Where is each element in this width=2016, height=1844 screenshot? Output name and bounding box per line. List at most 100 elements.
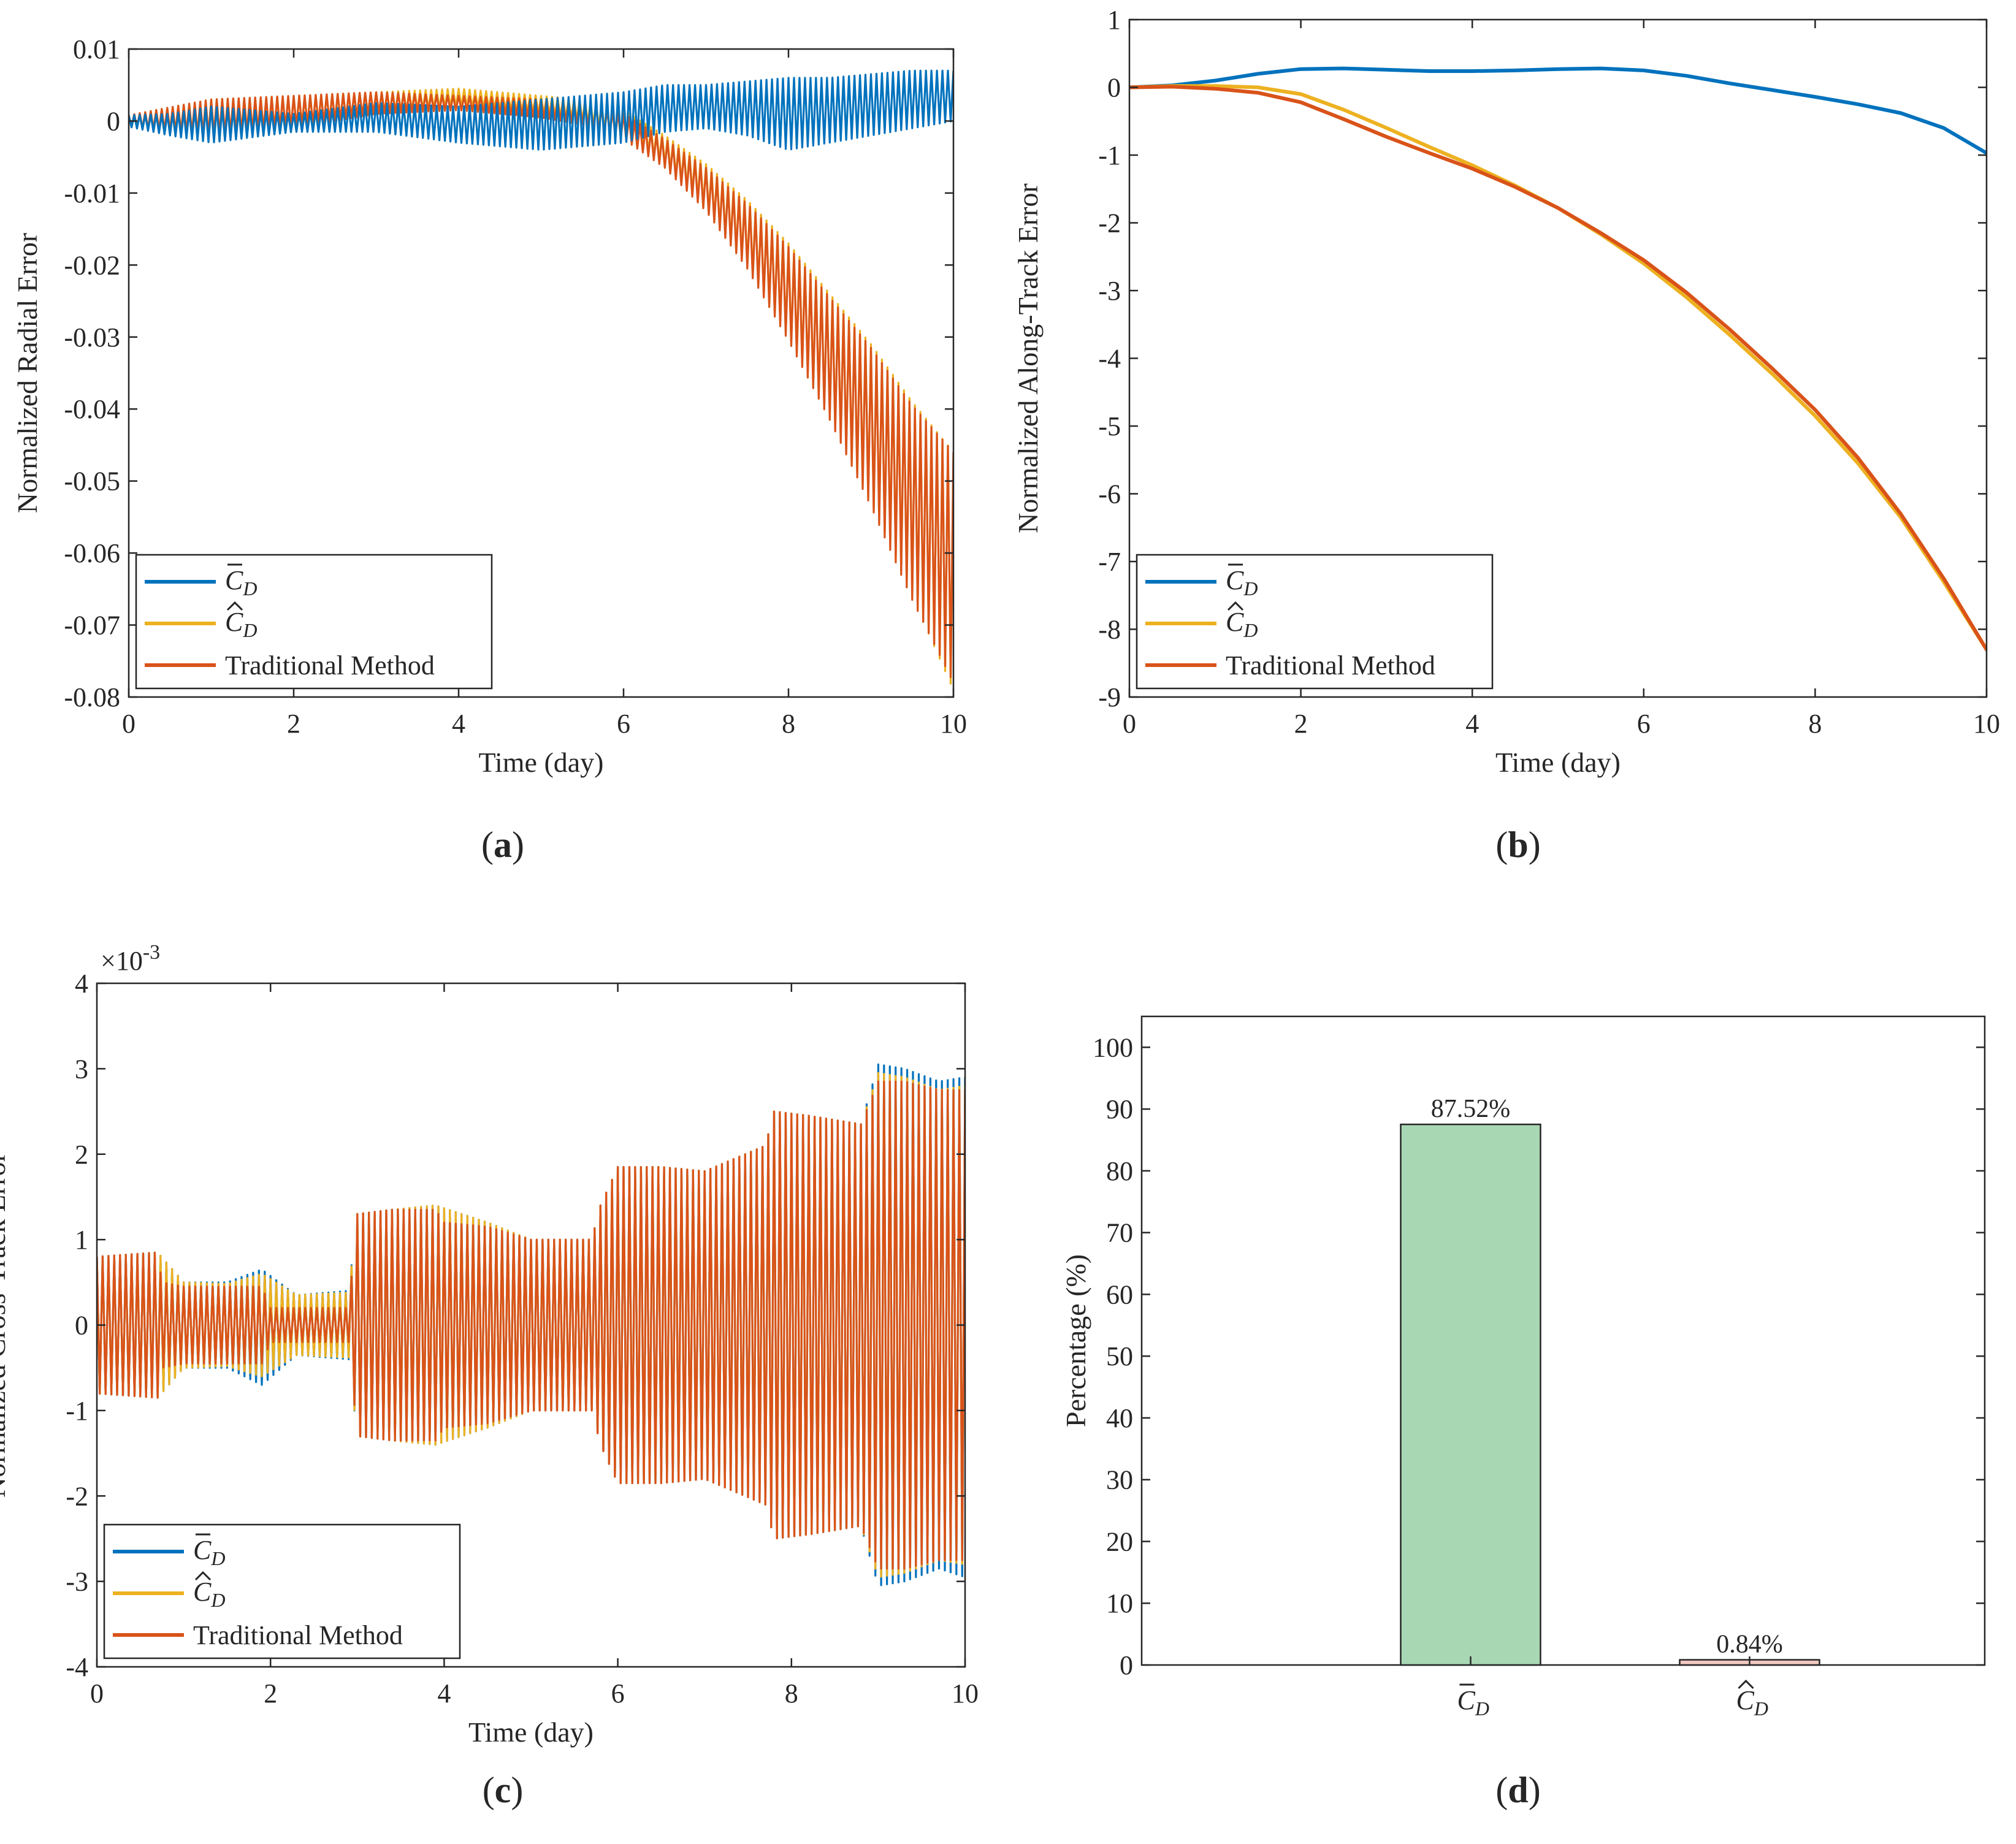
legend-label-c_bar: CD: [225, 565, 257, 600]
bar-c_bar: [1400, 1123, 1541, 1666]
y-tick-label: 10: [1106, 1588, 1133, 1618]
x-tick-label: 0: [122, 709, 136, 739]
legend-label-c_hat: CD: [193, 1577, 225, 1611]
x-tick-label: 2: [264, 1678, 277, 1709]
y-tick-label: -3: [66, 1567, 88, 1597]
y-axis-exponent: ×10-3: [101, 941, 160, 976]
x-tick-label: 10: [940, 709, 967, 739]
c-hat-accent: [1227, 601, 1244, 611]
y-tick-label: 50: [1106, 1341, 1133, 1371]
series-group: [1129, 66, 1987, 652]
x-axis-label: Time (day): [468, 1716, 594, 1748]
legend-label-c_bar: CD: [193, 1535, 225, 1569]
y-tick-label: -3: [1098, 276, 1121, 306]
y-tick-label: -7: [1098, 547, 1121, 577]
c-hat-accent: [226, 601, 243, 611]
y-tick-label: -8: [1098, 615, 1121, 645]
panel-a-radial-error-chart: 0.01 0 -0.01 -0.02 -0.03 -0.04 -0.05 -0.06 -0.07…: [12, 34, 967, 865]
y-axis-label: Percentage (%): [1060, 1254, 1091, 1427]
x-axis-label: Time (day): [478, 747, 603, 778]
x-tick-label-c_hat: CD: [1736, 1685, 1768, 1720]
series-group: [97, 1063, 965, 1587]
y-tick-label: -0.01: [64, 178, 120, 208]
y-tick-label: 90: [1106, 1094, 1133, 1124]
y-tick-label: -0.06: [64, 538, 120, 568]
y-tick-label: 0: [1120, 1650, 1133, 1680]
plot-frame: [1140, 1015, 1986, 1666]
y-tick-label: -6: [1098, 479, 1121, 509]
bar-value-label: 87.52%: [1431, 1095, 1511, 1123]
c-hat-accent: [1738, 1679, 1754, 1690]
y-tick-label: -4: [1098, 344, 1121, 374]
panel-label-a: (a): [481, 825, 524, 865]
y-tick-label: 100: [1093, 1032, 1133, 1062]
legend-label-c_hat: CD: [1226, 607, 1258, 641]
y-tick-label: 20: [1106, 1526, 1133, 1556]
y-axis-label: Normalized Cross-Track Error: [0, 1152, 11, 1498]
legend-label-c_bar: CD: [1226, 565, 1258, 600]
y-tick-label: 80: [1106, 1156, 1133, 1186]
plot-frame: [128, 48, 955, 698]
series-line-traditional: [97, 1080, 965, 1570]
x-tick-label: 8: [785, 1678, 798, 1709]
legend-label-c_hat: CD: [225, 607, 257, 641]
y-tick-label: -0.02: [64, 250, 120, 280]
x-tick-label: 8: [1808, 709, 1822, 739]
y-tick-label: 1: [75, 1225, 88, 1255]
y-axis-label: Normalized Radial Error: [12, 233, 43, 513]
x-tick-label: 10: [1973, 709, 2000, 739]
y-tick-label: -0.04: [64, 394, 120, 424]
c-hat-accent: [194, 1571, 212, 1581]
y-tick-label: 0: [1107, 73, 1121, 103]
y-tick-label: 1: [1107, 5, 1121, 35]
y-axis-label: Normalized Along-Track Error: [1012, 183, 1044, 533]
x-tick-label: 2: [1294, 709, 1308, 739]
x-tick-label: 6: [1637, 709, 1651, 739]
panel-label-c: (c): [483, 1770, 524, 1810]
x-tick-label: 6: [611, 1678, 625, 1709]
x-tick-label: 0: [1123, 709, 1136, 739]
y-tick-label: 40: [1106, 1403, 1133, 1433]
y-tick-label: -5: [1098, 411, 1121, 441]
series-line-c_bar: [129, 69, 953, 151]
y-tick-label: 0: [75, 1311, 88, 1341]
y-tick-label: 3: [75, 1054, 88, 1084]
bar-value-label: 0.84%: [1716, 1631, 1783, 1659]
y-tick-label: 0: [107, 106, 120, 136]
panel-label-d: (d): [1495, 1770, 1540, 1810]
series-line-c_bar: [1129, 66, 1987, 155]
x-tick-label: 10: [952, 1678, 979, 1709]
x-tick-label: 2: [287, 709, 300, 739]
y-tick-label: 70: [1106, 1218, 1133, 1248]
y-tick-label: -9: [1098, 682, 1121, 712]
legend-label-traditional: Traditional Method: [225, 650, 435, 680]
legend-label-traditional: Traditional Method: [1226, 650, 1435, 680]
series-line-traditional: [1129, 85, 1987, 652]
y-tick-label: -1: [66, 1396, 88, 1426]
x-tick-label: 8: [782, 709, 795, 739]
x-tick-label: 0: [90, 1678, 104, 1709]
y-tick-label: -0.08: [64, 682, 120, 712]
panel-label-b: (b): [1495, 825, 1540, 865]
y-tick-label: 4: [75, 969, 88, 999]
y-tick-label: -2: [66, 1481, 88, 1511]
x-tick-label: 4: [437, 1678, 451, 1709]
y-tick-label: 2: [75, 1140, 88, 1170]
y-tick-label: -2: [1098, 208, 1121, 238]
y-tick-label: 60: [1106, 1279, 1133, 1309]
y-tick-label: -4: [66, 1652, 88, 1682]
y-tick-label: -0.07: [64, 611, 120, 641]
x-tick-label: 4: [1465, 709, 1479, 739]
y-tick-label: -0.03: [64, 322, 120, 352]
y-tick-label: -0.05: [64, 467, 120, 497]
x-tick-label: 4: [452, 709, 465, 739]
y-tick-label: 30: [1106, 1465, 1133, 1495]
x-tick-label: 6: [617, 709, 630, 739]
panel-d-percentage-bar-chart: 0 10 20 30 40 50 60 70 80 90 100 Percentage (%) 87.5…: [1060, 1015, 1986, 1810]
y-tick-label: 0.01: [73, 34, 120, 64]
y-tick-label: -1: [1098, 140, 1121, 170]
legend-label-traditional: Traditional Method: [193, 1620, 403, 1650]
